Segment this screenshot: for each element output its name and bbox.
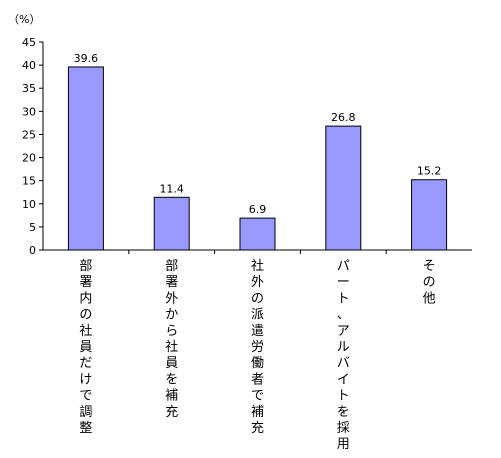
category-label-char: ら: [165, 324, 178, 339]
y-tick-label: 35: [22, 82, 36, 95]
bar: [239, 217, 276, 251]
category-label-char: か: [165, 308, 178, 323]
data-label: 15.2: [417, 165, 442, 178]
category-label-char: 部: [165, 259, 178, 274]
category-label-char: 働: [251, 356, 264, 371]
category-label-char: 遣: [251, 324, 264, 339]
category-label-char: 派: [251, 308, 264, 323]
category-label-char: だ: [79, 356, 92, 371]
y-tick-label: 0: [29, 244, 36, 257]
y-tick-label: 15: [22, 175, 36, 188]
data-labels: 39.6 11.4 6.9 26.8 15.2: [74, 52, 442, 216]
category-label-char: ー: [337, 275, 350, 290]
category-label-char: イ: [337, 372, 350, 387]
y-tick-label: 20: [22, 152, 36, 165]
category-label-char: ル: [337, 340, 350, 355]
category-label-char: 員: [165, 356, 178, 371]
category-label-char: 調: [79, 405, 92, 420]
category-label-char: で: [79, 389, 92, 404]
category-label-char: 社: [251, 258, 264, 274]
category-label-char: パ: [337, 259, 350, 274]
category-label-char: 外: [165, 291, 178, 306]
y-tick-label: 45: [22, 36, 36, 49]
category-label-char: 労: [251, 340, 264, 355]
category-label-char: 補: [165, 389, 178, 404]
category-label-char: 員: [79, 340, 92, 355]
category-label-char: 者: [251, 372, 264, 387]
category-label-char: 社: [165, 339, 178, 355]
category-label-char: 充: [251, 420, 264, 436]
y-tick-label: 25: [22, 128, 36, 141]
category-label-char: 部: [79, 259, 92, 274]
category-label-char: 、: [337, 308, 350, 323]
category-label-char: 用: [337, 437, 350, 452]
category-label-char: 外: [251, 275, 264, 290]
bar: [325, 125, 362, 251]
data-label: 39.6: [74, 52, 99, 65]
y-tick-label: 30: [22, 105, 36, 118]
category-label-char: の: [423, 275, 436, 290]
category-label-char: を: [337, 405, 350, 420]
category-label: その他: [423, 259, 436, 306]
bars: [67, 66, 448, 251]
category-label-char: を: [165, 372, 178, 387]
data-label: 11.4: [159, 182, 184, 195]
y-tick-label: 5: [29, 221, 36, 234]
category-label-char: 補: [251, 405, 264, 420]
y-unit-label: （%）: [8, 13, 40, 26]
category-label-char: 社: [79, 323, 92, 339]
category-label-char: の: [251, 291, 264, 306]
category-label-char: で: [251, 389, 264, 404]
category-label-char: 他: [423, 291, 436, 306]
category-label-char: ト: [337, 291, 350, 306]
category-label-char: 充: [165, 404, 178, 420]
category-label-char: 署: [79, 275, 92, 290]
y-ticks: 0 5 10 15 20 25 30 35 40 45: [22, 36, 387, 257]
category-label-char: そ: [423, 259, 436, 274]
category-label-char: ア: [337, 324, 350, 339]
bar: [153, 196, 190, 251]
category-label-char: 整: [79, 421, 92, 436]
category-label-char: 採: [337, 421, 350, 436]
category-label-char: け: [79, 372, 92, 387]
category-label-char: の: [79, 308, 92, 323]
category-label-char: 内: [79, 290, 92, 306]
bar: [67, 66, 104, 251]
bar: [411, 179, 448, 251]
category-labels: 部署内の社員だけで調整部署外から社員を補充社外の派遣労働者で補充パート、アルバイ…: [79, 258, 435, 452]
y-tick-label: 40: [22, 59, 36, 72]
category-label-char: 署: [165, 275, 178, 290]
category-label-char: バ: [337, 356, 350, 371]
data-label: 26.8: [331, 111, 356, 124]
y-tick-label: 10: [22, 198, 36, 211]
category-label-char: ト: [337, 389, 350, 404]
data-label: 6.9: [249, 203, 267, 216]
